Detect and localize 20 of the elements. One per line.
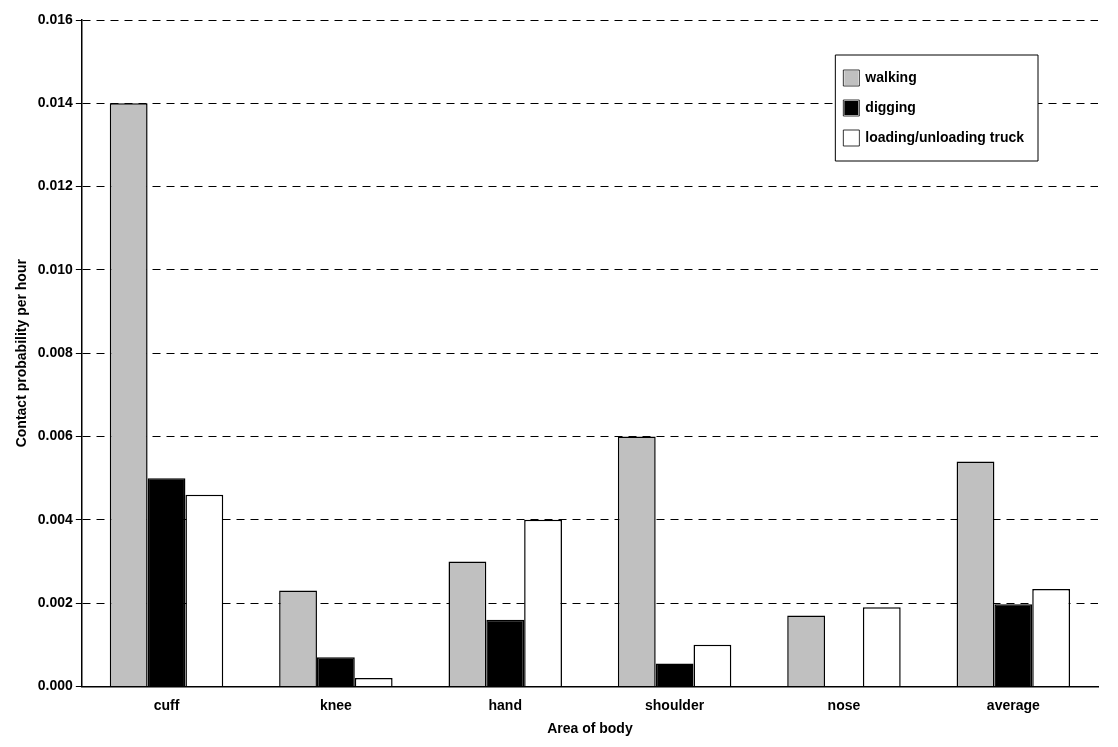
x-tick-label: shoulder	[645, 696, 705, 713]
x-tick-label: cuff	[153, 696, 180, 713]
legend-label: digging	[865, 98, 916, 115]
y-axis-title: Contact probability per hour	[13, 258, 30, 448]
x-tick-label: hand	[488, 696, 522, 713]
y-tick-label: 0.006	[37, 427, 74, 444]
x-tick-label: average	[986, 696, 1040, 713]
y-tick-label: 0.010	[37, 260, 74, 277]
legend-label: loading/unloading truck	[865, 128, 1025, 145]
y-tick-label: 0.004	[37, 510, 74, 527]
y-tick-label: 0.014	[37, 94, 74, 111]
x-axis-title: Area of body	[547, 720, 633, 737]
y-tick-label: 0.012	[37, 177, 74, 194]
legend-label: walking	[864, 68, 917, 85]
y-tick-label: 0.016	[37, 10, 74, 27]
y-tick-label: 0.002	[37, 593, 74, 610]
x-tick-label: nose	[827, 696, 861, 713]
x-tick-label: knee	[319, 696, 353, 713]
y-tick-label: 0.008	[37, 344, 74, 361]
y-tick-label: 0.000	[37, 677, 74, 694]
